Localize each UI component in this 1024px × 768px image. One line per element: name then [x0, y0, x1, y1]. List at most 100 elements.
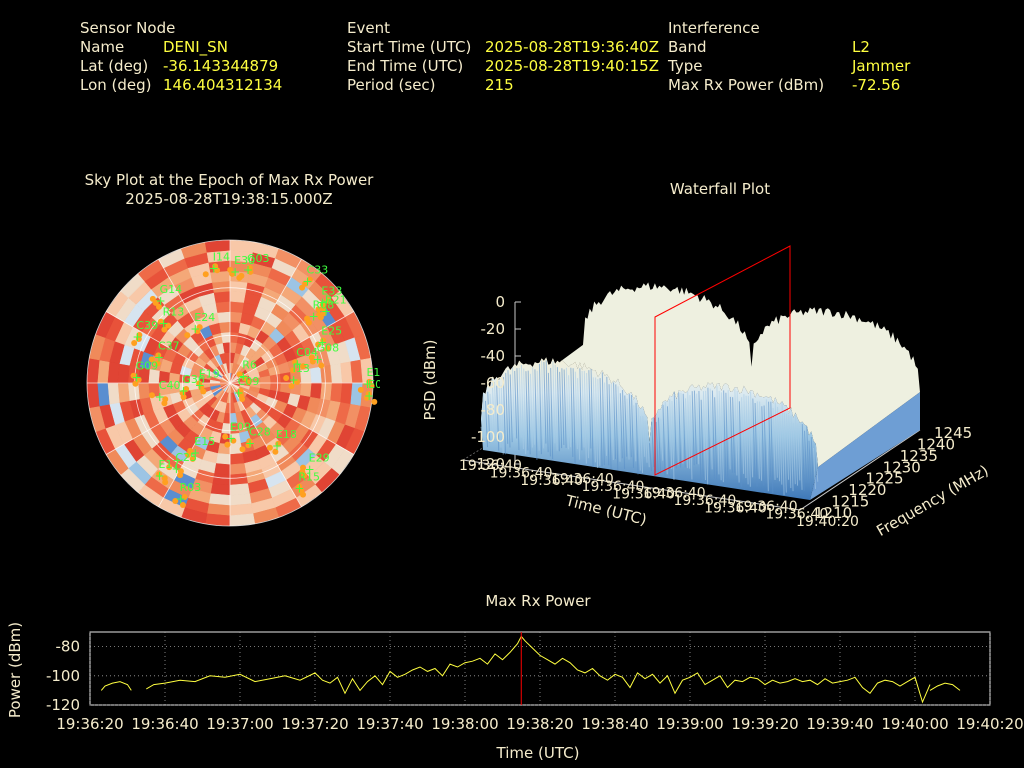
event-end-value: 2025-08-28T19:40:15Z: [485, 57, 659, 75]
sky-sat-marker: +: [289, 373, 299, 387]
sky-track-dot: [165, 322, 172, 329]
waterfall-streak: [608, 384, 612, 470]
power-x-tick-label: 19:37:40: [356, 715, 423, 733]
waterfall-streak: [568, 375, 572, 448]
sky-sat-label: R15: [298, 471, 320, 484]
sky-sat-marker: +: [154, 350, 164, 364]
sensor-lat-value: -36.143344879: [163, 57, 279, 75]
sky-heat-cell: [213, 463, 231, 476]
waterfall-streak: [520, 364, 524, 450]
power-x-tick-label: 19:36:40: [131, 715, 198, 733]
waterfall-streak: [707, 387, 711, 480]
sky-sat-marker: +: [245, 436, 255, 450]
sky-azimuth-line: [229, 382, 355, 455]
sky-track-dot: [324, 345, 331, 352]
waterfall-streak: [534, 369, 538, 460]
max-rx-power-title: Max Rx Power: [485, 592, 591, 610]
sky-sat-marker: +: [321, 304, 331, 318]
sky-sat-label: G09: [136, 360, 159, 373]
sky-plot-subtitle: 2025-08-28T19:38:15.000Z: [125, 190, 333, 208]
sky-heat-cell: [310, 366, 323, 384]
waterfall-streak: [482, 393, 486, 443]
waterfall-freq-tick-label: 1215: [831, 493, 869, 511]
sky-track-dot: [245, 442, 252, 449]
sky-sat-label: E33: [321, 285, 342, 298]
sky-sat-marker: +: [243, 263, 253, 277]
waterfall-streak: [709, 388, 713, 470]
waterfall-streak: [536, 370, 540, 451]
waterfall-streak: [509, 374, 513, 443]
sky-plot-satellites: +E30+G03+I14+C33+G14+E33+R21+R08+E25+G08…: [130, 250, 380, 509]
power-x-tick-label: 19:38:40: [581, 715, 648, 733]
waterfall-streak: [804, 430, 808, 483]
sky-heat-cell: [330, 382, 343, 403]
sky-track-dot: [292, 359, 299, 366]
sky-track-dot: [315, 341, 322, 348]
sky-track-dot: [180, 394, 187, 400]
sky-track-dot: [266, 444, 273, 451]
waterfall-streak: [684, 398, 688, 469]
waterfall-streak: [493, 381, 497, 438]
interference-maxpower-value: -72.56: [852, 76, 901, 94]
waterfall-streak: [761, 406, 765, 486]
sky-plot-title: Sky Plot at the Epoch of Max Rx Power: [84, 171, 374, 189]
waterfall-streak: [640, 416, 644, 473]
sky-track-dot: [309, 358, 316, 365]
interference-band-value: L2: [852, 38, 870, 56]
sky-sat-label: E29: [309, 452, 330, 465]
waterfall-streak: [763, 405, 767, 481]
waterfall-streak: [588, 370, 592, 449]
waterfall-epoch-outline: [654, 245, 791, 476]
sky-azimuth-line: [105, 311, 231, 384]
sky-track-dot: [162, 479, 169, 486]
sky-sat-label: C37: [158, 339, 180, 352]
waterfall-streak: [756, 401, 760, 479]
waterfall-streak: [606, 376, 610, 466]
waterfall-streak: [815, 445, 819, 482]
waterfall-streak: [716, 385, 720, 475]
sky-track-dot: [222, 433, 229, 440]
sky-sat-label: E19: [199, 367, 220, 380]
waterfall-streak: [633, 405, 637, 462]
sky-sat-label: C33: [307, 264, 329, 277]
waterfall-time-tick-label: 19:40:20: [796, 514, 859, 530]
waterfall-streak: [626, 398, 630, 460]
sky-track-dot: [325, 297, 332, 304]
waterfall-freq-tick-label: 1210: [814, 504, 852, 522]
sky-track-dot: [288, 382, 295, 389]
sky-track-dot: [177, 472, 184, 479]
sky-heat-cell: [229, 483, 250, 496]
waterfall-time-tick-label: 19:36:40: [582, 479, 645, 495]
waterfall-streak: [631, 394, 635, 468]
sky-sat-label: E24: [194, 311, 215, 324]
power-x-tick-label: 19:36:20: [56, 715, 123, 733]
waterfall-base-edge: [462, 429, 921, 511]
waterfall-streak: [496, 385, 500, 451]
waterfall-time-tick-label: 19:36:40: [520, 473, 583, 489]
waterfall-streak: [615, 384, 619, 470]
waterfall-streak: [516, 368, 520, 451]
waterfall-z-tick-label: -40: [481, 347, 506, 365]
waterfall-streak: [736, 390, 740, 483]
sensor-lon-value: 146.404312134: [163, 76, 283, 94]
waterfall-streak: [702, 391, 706, 481]
sky-sat-marker: +: [209, 261, 219, 275]
waterfall-time-tick-label: 19:36:40: [551, 472, 614, 488]
sky-sat-label: C40: [159, 379, 181, 392]
sky-heat-cell: [117, 382, 130, 403]
sky-sat-marker: +: [190, 446, 200, 460]
waterfall-streak: [642, 415, 646, 457]
sky-track-dot: [200, 388, 207, 395]
sky-track-dot: [135, 335, 142, 342]
sky-sat-marker: +: [309, 310, 319, 324]
waterfall-time-tick-label: 19:36:40: [490, 466, 553, 482]
waterfall-streak: [597, 378, 601, 466]
power-x-tick-label: 19:38:00: [431, 715, 498, 733]
waterfall-streak: [689, 395, 693, 480]
waterfall-front-face: [481, 357, 818, 500]
waterfall-streak: [747, 395, 751, 487]
sky-sat-label: R21: [325, 293, 347, 306]
waterfall-streak: [759, 401, 763, 481]
waterfall-streak: [669, 399, 673, 470]
waterfall-streak: [532, 367, 536, 445]
